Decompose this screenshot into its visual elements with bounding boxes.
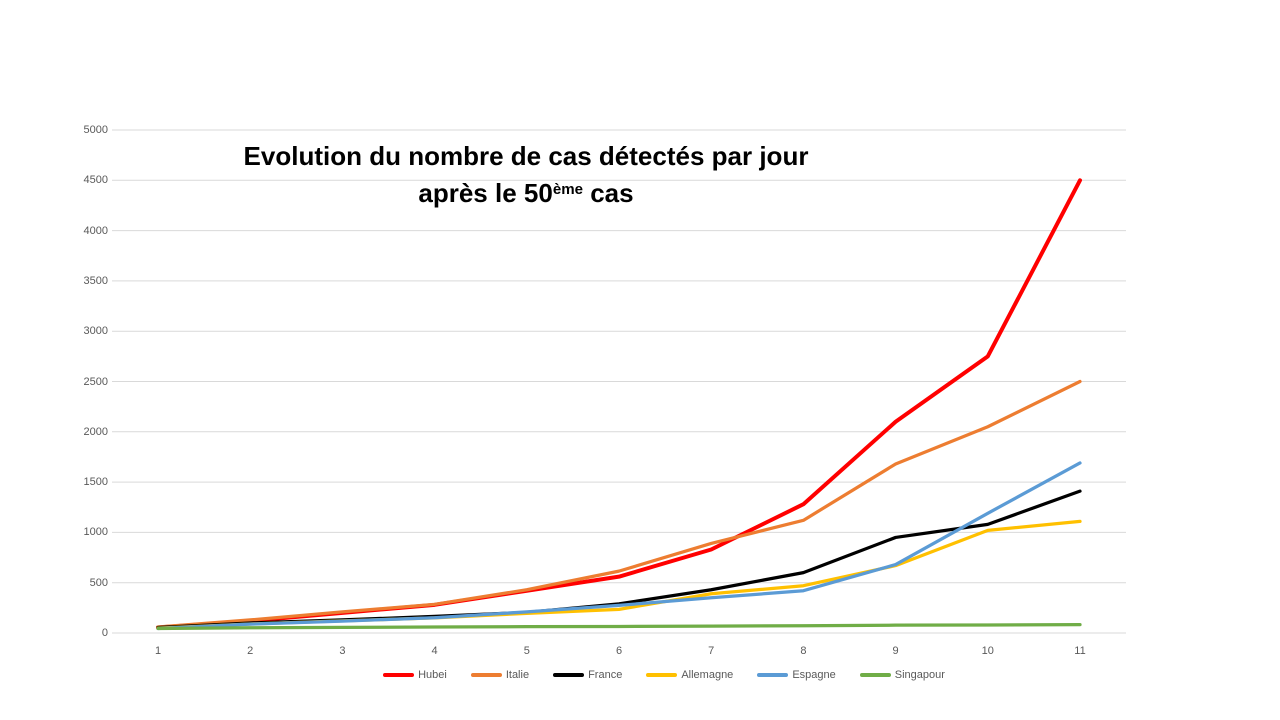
y-axis-tick-label: 1500 — [83, 476, 108, 489]
x-axis-tick-label: 4 — [431, 645, 438, 657]
series-line-hubei — [156, 178, 1082, 630]
legend-label: Singapour — [894, 669, 945, 681]
legend-item-italie: Italie — [470, 669, 530, 681]
legend-line-swatch — [859, 673, 891, 677]
series-line-espagne — [156, 461, 1082, 631]
legend-item-espagne: Espagne — [757, 669, 836, 681]
x-axis-tick-label: 8 — [800, 645, 807, 657]
legend-label: Hubei — [418, 669, 447, 681]
y-axis-tick-label: 4500 — [83, 174, 108, 187]
y-axis-tick-label: 2500 — [83, 375, 108, 388]
legend-label: Allemagne — [681, 669, 734, 681]
chart-title-superscript: ème — [552, 181, 583, 199]
x-axis-tick-label: 7 — [708, 645, 715, 657]
gridlines — [112, 129, 1126, 634]
chart-title-line2-suffix: cas — [583, 178, 634, 208]
x-axis-tick-label: 11 — [1074, 645, 1086, 657]
legend-line-swatch — [553, 673, 585, 677]
chart-title-line1: Evolution du nombre de cas détectés par … — [243, 141, 809, 171]
legend-item-singapour: Singapour — [859, 669, 945, 681]
series-line-france — [156, 489, 1082, 630]
y-axis-tick-label: 3500 — [83, 274, 108, 287]
legend-line-swatch — [757, 673, 789, 677]
x-axis-tick-label: 5 — [523, 645, 530, 657]
y-axis-tick-label: 3000 — [83, 325, 108, 338]
series-line-singapour — [156, 623, 1082, 631]
series-line-italie — [156, 379, 1082, 629]
x-axis-tick-label: 3 — [339, 645, 346, 657]
y-axis-tick-label: 1000 — [83, 526, 108, 539]
y-axis-tick-label: 500 — [89, 576, 108, 589]
chart-title: Evolution du nombre de cas détectés par … — [226, 138, 826, 216]
legend-line-swatch — [470, 673, 502, 677]
x-axis-tick-label: 2 — [247, 645, 254, 657]
legend-line-swatch — [646, 673, 678, 677]
legend-label: Espagne — [792, 669, 836, 681]
chart-title-line2: après le 50ème cas — [226, 175, 826, 216]
y-axis-tick-label: 2000 — [83, 425, 108, 438]
legend-line-swatch — [383, 673, 415, 677]
chart-title-line2-prefix: après le 50 — [418, 178, 553, 208]
y-axis-tick-label: 0 — [101, 627, 108, 639]
x-axis-tick-label: 1 — [154, 645, 162, 657]
x-axis-tick-label: 10 — [981, 645, 994, 657]
series-lines — [156, 178, 1082, 631]
legend-item-allemagne: Allemagne — [646, 669, 733, 681]
y-axis-tick-label: 4000 — [83, 224, 108, 237]
legend-item-france: France — [553, 669, 622, 681]
x-axis-tick-label: 9 — [892, 645, 899, 657]
chart-legend: Hubei Italie France Allemagne Espagne Singapo… — [0, 669, 1280, 681]
y-axis-tick-label: 5000 — [83, 124, 108, 136]
legend-label: France — [588, 669, 623, 681]
legend-label: Italie — [505, 669, 530, 681]
x-axis-tick-label: 6 — [615, 645, 623, 657]
legend-item-hubei: Hubei — [383, 669, 447, 681]
